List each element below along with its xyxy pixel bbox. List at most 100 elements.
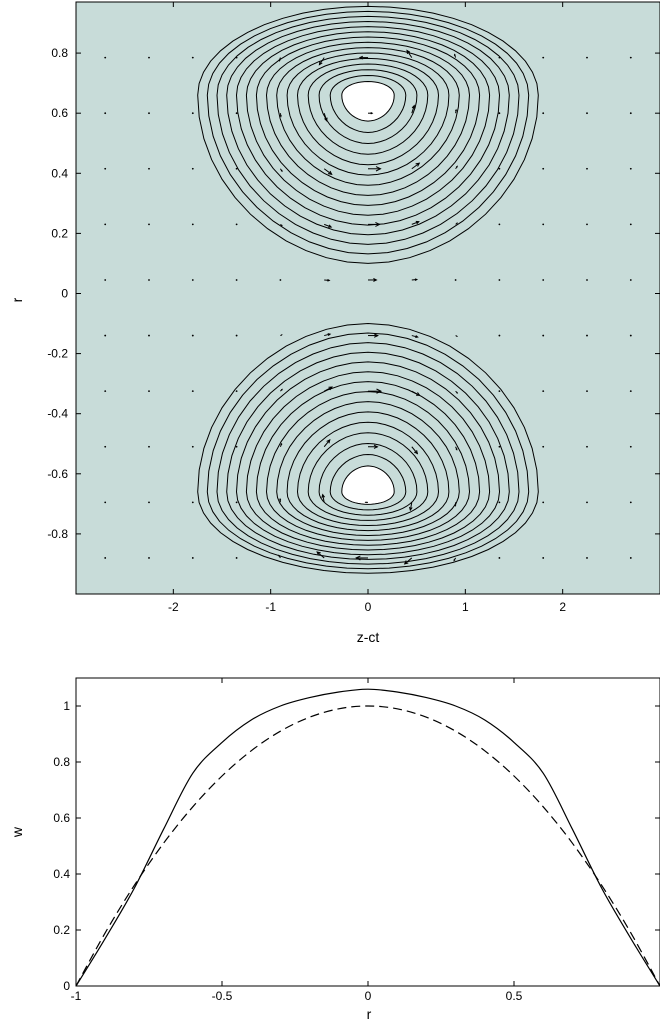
vortex-quiver-head xyxy=(373,333,379,338)
vortex-quiver-dot xyxy=(104,167,107,170)
vortex-quiver-head xyxy=(413,450,419,455)
vortex-quiver-dot xyxy=(191,112,194,115)
vortex-quiver-dot xyxy=(542,223,545,226)
vortex-quiver-dot xyxy=(629,167,632,170)
vortex-contour-line xyxy=(197,322,539,574)
vortex-quiver-head xyxy=(456,391,459,394)
vortex-quiver-head xyxy=(455,165,458,168)
profile-x-tick-label: -0.5 xyxy=(212,989,233,1003)
vortex-quiver-dot xyxy=(498,390,501,393)
vortex-quiver-dot xyxy=(279,279,282,281)
vortex-contour-line xyxy=(286,52,450,176)
vortex-quiver-dot xyxy=(104,56,107,59)
vortex-quiver-head xyxy=(453,53,456,56)
vortex-quiver-dot xyxy=(235,390,238,393)
vortex-quiver-dot xyxy=(542,279,545,281)
vortex-quiver-head xyxy=(456,222,458,225)
vortex-quiver-head xyxy=(455,448,458,451)
vortex-y-tick-label: 0.6 xyxy=(51,106,68,120)
vortex-y-tick-label: -0.8 xyxy=(47,527,68,541)
vortex-quiver-head xyxy=(403,560,409,565)
vortex-contour-line xyxy=(318,69,418,145)
vortex-quiver-head xyxy=(327,170,333,175)
vortex-x-axis-label: z-ct xyxy=(357,629,380,645)
vortex-contour-line xyxy=(318,442,418,516)
vortex-quiver-dot xyxy=(629,112,632,115)
vortex-quiver-dot xyxy=(104,445,107,448)
vortex-quiver-dot xyxy=(235,279,238,281)
vortex-contour-line xyxy=(226,20,510,236)
profile-x-tick-label: 0 xyxy=(365,989,372,1003)
vortex-contour-line xyxy=(216,342,520,565)
profile-series-dashed-line xyxy=(75,705,660,987)
vortex-x-tick-label: 1 xyxy=(462,600,469,614)
vortex-y-tick-label: -0.6 xyxy=(47,467,68,481)
vortex-quiver-head xyxy=(454,504,457,507)
vortex-quiver xyxy=(104,49,632,565)
vortex-quiver-dot xyxy=(235,501,238,504)
vortex-quiver-head xyxy=(281,224,283,227)
vortex-quiver-dot xyxy=(148,445,150,448)
vortex-quiver-dot xyxy=(542,445,545,448)
vortex-quiver-dot xyxy=(542,56,545,59)
vortex-quiver-dot xyxy=(629,501,632,504)
vortex-quiver-dot xyxy=(629,334,632,337)
vortex-quiver-dot xyxy=(542,501,545,504)
vortex-contour-line xyxy=(245,371,491,551)
vortex-quiver-shaft xyxy=(409,502,413,511)
vortex-quiver-dot xyxy=(498,223,501,226)
vortex-quiver-dot xyxy=(191,167,194,170)
vortex-quiver-shaft xyxy=(324,223,332,228)
vortex-quiver-dot xyxy=(148,557,150,559)
vortex-quiver-shaft xyxy=(323,439,331,448)
vortex-contour-line xyxy=(255,381,481,546)
vortex-quiver-head xyxy=(324,117,328,122)
vortex-x-tick-label: -2 xyxy=(168,600,179,614)
vortex-quiver-shaft xyxy=(406,50,413,58)
vortex-quiver-dot xyxy=(586,334,588,337)
vortex-quiver-dot xyxy=(148,501,150,504)
vortex-quiver-head xyxy=(280,169,283,173)
vortex-quiver-dot xyxy=(629,279,632,281)
vortex-quiver-shaft xyxy=(411,446,418,454)
vortex-quiver-head xyxy=(280,442,283,446)
vortex-quiver-head xyxy=(364,501,367,504)
vortex-quiver-dot xyxy=(148,56,150,59)
vortex-quiver-head xyxy=(416,392,421,396)
profile-y-tick-label: 0.6 xyxy=(53,811,70,825)
vortex-quiver-dot xyxy=(191,334,194,337)
vortex-quiver-dot xyxy=(191,501,194,504)
profile-x-tick-label: 0.5 xyxy=(506,989,523,1003)
vortex-quiver-head xyxy=(415,162,421,167)
vortex-quiver-head xyxy=(370,112,374,115)
vortex-quiver-head xyxy=(318,61,323,66)
profile-chart: -1 -0.5 0 0.5 0 0.2 0.4 0.6 0.8 1 r w xyxy=(9,677,660,1022)
vortex-quiver-dot xyxy=(104,279,107,281)
vortex-quiver-dot xyxy=(629,557,632,559)
vortex-contour-line xyxy=(296,57,440,166)
vortex-quiver-dot xyxy=(104,501,107,504)
vortex-quiver-dot xyxy=(148,279,150,281)
vortex-contour-line xyxy=(245,31,491,216)
vortex-quiver-dot xyxy=(498,557,501,559)
vortex-quiver-dot xyxy=(104,112,107,115)
vortex-quiver-head xyxy=(414,278,419,282)
vortex-quiver-dot xyxy=(454,279,457,281)
vortex-quiver-dot xyxy=(586,167,588,170)
vortex-quiver-dot xyxy=(191,56,194,59)
vortex-quiver-dot xyxy=(498,445,501,448)
vortex-y-axis-label: r xyxy=(9,297,25,302)
vortex-contour-line xyxy=(307,63,429,155)
profile-series-solid-line xyxy=(75,688,660,987)
vortex-quiver-head xyxy=(375,221,381,227)
profile-y-tick-label: 0.2 xyxy=(53,923,70,937)
vortex-quiver-dot xyxy=(498,56,501,59)
vortex-quiver-dot xyxy=(629,390,632,393)
vortex-x-tick-label: 2 xyxy=(559,600,566,614)
vortex-quiver-head xyxy=(279,115,282,118)
vortex-quiver-dot xyxy=(498,279,501,281)
vortex-quiver-dot xyxy=(104,223,107,226)
vortex-quiver-head xyxy=(415,220,420,225)
vortex-quiver-dot xyxy=(191,445,194,448)
vortex-quiver-head xyxy=(281,388,283,391)
